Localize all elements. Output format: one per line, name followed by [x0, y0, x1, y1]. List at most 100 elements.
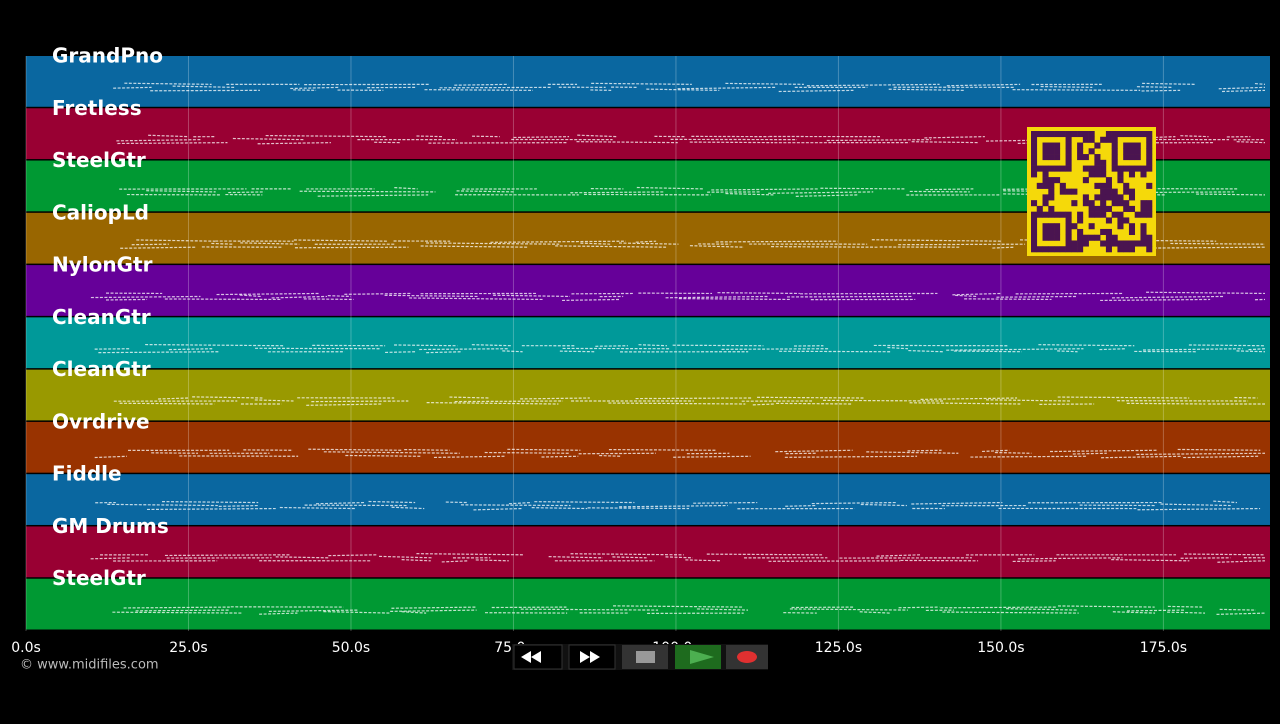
qr-cell: [1031, 229, 1037, 235]
qr-cell: [1094, 166, 1100, 172]
track-lane: [26, 370, 1270, 421]
qr-cell: [1031, 246, 1037, 252]
track-label: CleanGtr: [52, 305, 151, 329]
qr-cell: [1043, 154, 1049, 160]
track-lane: [26, 56, 1270, 107]
stop-button[interactable]: [622, 645, 668, 669]
qr-cell: [1048, 148, 1054, 154]
x-tick-label: 50.0s: [332, 640, 370, 656]
qr-cell: [1100, 200, 1106, 206]
qr-cell: [1129, 131, 1135, 137]
track-label: Ovrdrive: [52, 409, 150, 433]
qr-cell: [1077, 217, 1083, 223]
track-lane: [26, 579, 1270, 630]
qr-cell: [1054, 166, 1060, 172]
qr-cell: [1106, 240, 1112, 246]
qr-cell: [1071, 200, 1077, 206]
qr-cell: [1083, 137, 1089, 143]
note-stroke: [776, 403, 852, 404]
qr-cell: [1043, 200, 1049, 206]
qr-cell: [1106, 194, 1112, 200]
qr-cell: [1066, 246, 1072, 252]
qr-cell: [1146, 246, 1152, 252]
qr-cell: [1071, 223, 1077, 229]
qr-cell: [1066, 148, 1072, 154]
note-stroke: [588, 508, 689, 509]
play-button[interactable]: [675, 645, 721, 669]
qr-cell: [1031, 131, 1037, 137]
rewind-button[interactable]: [514, 645, 562, 669]
qr-cell: [1071, 131, 1077, 137]
qr-cell: [1123, 166, 1129, 172]
qr-cell: [1112, 240, 1118, 246]
qr-cell: [1043, 246, 1049, 252]
track-label: SteelGtr: [52, 148, 146, 172]
qr-cell: [1129, 223, 1135, 229]
qr-cell: [1077, 154, 1083, 160]
qr-cell: [1077, 143, 1083, 149]
qr-cell: [1054, 131, 1060, 137]
qr-cell: [1048, 206, 1054, 212]
qr-cell: [1037, 166, 1043, 172]
qr-cell: [1112, 194, 1118, 200]
qr-cell: [1060, 183, 1066, 189]
qr-cell: [1100, 171, 1106, 177]
qr-cell: [1135, 143, 1141, 149]
qr-cell: [1077, 229, 1083, 235]
qr-cell: [1146, 154, 1152, 160]
qr-cell: [1089, 200, 1095, 206]
note-stroke: [1152, 241, 1216, 242]
qr-cell: [1112, 200, 1118, 206]
qr-cell: [1112, 137, 1118, 143]
qr-cell: [1106, 235, 1112, 241]
qr-cell: [1129, 194, 1135, 200]
qr-cell: [1077, 240, 1083, 246]
qr-cell: [1089, 148, 1095, 154]
qr-cell: [1048, 246, 1054, 252]
qr-cell: [1031, 137, 1037, 143]
qr-cell: [1054, 177, 1060, 183]
note-stroke: [219, 506, 260, 507]
qr-cell: [1094, 194, 1100, 200]
qr-cell: [1135, 240, 1141, 246]
qr-cell: [1094, 171, 1100, 177]
qr-cell: [1129, 246, 1135, 252]
qr-cell: [1112, 131, 1118, 137]
qr-cell: [1100, 240, 1106, 246]
qr-cell: [1129, 229, 1135, 235]
track-label: CaliopLd: [52, 200, 149, 224]
qr-cell: [1146, 143, 1152, 149]
track-label: Fretless: [52, 96, 142, 120]
qr-cell: [1066, 189, 1072, 195]
x-tick-label: 0.0s: [11, 640, 41, 656]
note-stroke: [113, 87, 151, 88]
qr-cell: [1129, 206, 1135, 212]
qr-cell: [1077, 148, 1083, 154]
qr-cell: [1066, 240, 1072, 246]
qr-cell: [1089, 206, 1095, 212]
qr-cell: [1123, 240, 1129, 246]
qr-cell: [1135, 131, 1141, 137]
qr-cell: [1066, 166, 1072, 172]
qr-cell: [1031, 223, 1037, 229]
qr-cell: [1146, 200, 1152, 206]
note-stroke: [132, 244, 169, 245]
qr-cell: [1054, 154, 1060, 160]
qr-cell: [1077, 212, 1083, 218]
qr-cell: [1106, 131, 1112, 137]
forward-button[interactable]: [569, 645, 615, 669]
qr-cell: [1106, 206, 1112, 212]
qr-cell: [1140, 200, 1146, 206]
qr-cell: [1117, 246, 1123, 252]
qr-cell: [1123, 246, 1129, 252]
qr-cell: [1106, 229, 1112, 235]
record-button[interactable]: [726, 645, 768, 669]
qr-cell: [1123, 131, 1129, 137]
qr-cell: [1089, 171, 1095, 177]
qr-cell: [1100, 160, 1106, 166]
qr-cell: [1089, 212, 1095, 218]
qr-cell: [1146, 160, 1152, 166]
qr-cell: [1031, 154, 1037, 160]
qr-cell: [1123, 143, 1129, 149]
